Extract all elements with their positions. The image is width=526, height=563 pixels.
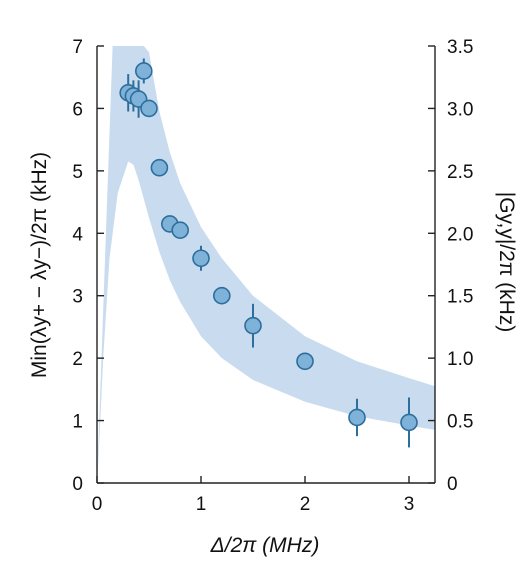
y-left-tick-label: 4: [72, 224, 83, 245]
data-marker: [244, 316, 262, 335]
data-marker: [150, 158, 169, 177]
y-right-tick-label: 2.0: [447, 224, 473, 245]
y-left-tick-label: 2: [72, 349, 83, 370]
data-marker: [192, 249, 210, 268]
data-marker: [213, 286, 231, 305]
data-marker: [135, 62, 153, 80]
data-point: [171, 221, 189, 239]
x-tick-label: 3: [404, 494, 415, 515]
y-right-tick-label: 0: [447, 474, 458, 495]
confidence-band: [97, 46, 435, 483]
data-point: [140, 99, 158, 118]
y-axis-left-label: Min(λy+ − λy−)/2π (kHz): [28, 152, 51, 378]
y-left-tick-label: 3: [72, 287, 83, 308]
data-point: [213, 286, 231, 305]
y-left-tick-label: 0: [72, 474, 83, 495]
data-marker: [171, 221, 189, 239]
data-marker: [400, 413, 418, 432]
y-axis-right-label: |Gy,y|/2π (kHz): [495, 192, 518, 333]
y-right-tick-label: 3.0: [447, 99, 473, 120]
data-points: [119, 58, 418, 448]
data-point: [150, 158, 169, 177]
data-point: [192, 245, 210, 271]
data-point: [296, 352, 314, 371]
y-left-tick-label: 1: [72, 412, 83, 433]
y-right-tick-label: 1.5: [447, 287, 473, 308]
data-marker: [296, 352, 314, 371]
data-point: [244, 303, 262, 348]
x-tick-label: 1: [196, 494, 207, 515]
shaded-band-layer: [97, 46, 435, 483]
x-tick-label: 0: [92, 494, 103, 515]
y-right-tick-label: 0.5: [447, 412, 473, 433]
data-point: [135, 58, 153, 84]
y-left-tick-label: 6: [72, 99, 83, 120]
x-axis-label: Δ/2π (MHz): [210, 534, 320, 557]
y-right-tick-label: 3.5: [447, 37, 473, 58]
data-marker: [140, 99, 158, 118]
y-right-tick-label: 1.0: [447, 349, 473, 370]
y-left-tick-label: 7: [72, 37, 83, 58]
data-point: [400, 397, 418, 448]
tick-labels: 0 1 2 3 0 1 2 3 4 5 6 7 0 0.5 1.0 1.5 2.0 2.5 3.0 3.5: [72, 37, 473, 515]
y-right-tick-label: 2.5: [447, 162, 473, 183]
y-left-tick-label: 5: [72, 162, 83, 183]
axes: [96, 45, 436, 484]
x-tick-label: 2: [300, 494, 311, 515]
data-point: [348, 398, 366, 437]
data-marker: [348, 408, 366, 427]
